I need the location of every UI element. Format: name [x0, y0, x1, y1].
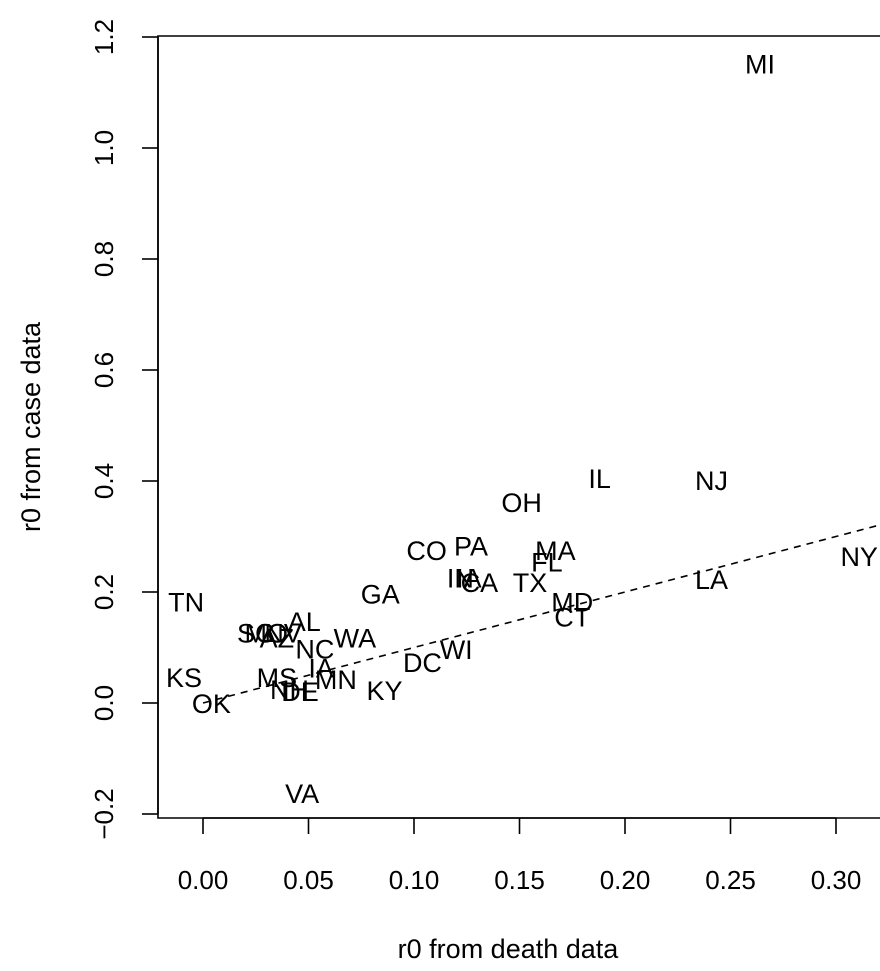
point-label-nh: NH — [270, 675, 309, 705]
y-tick-label: 0.8 — [89, 241, 119, 277]
point-label-la: LA — [695, 565, 728, 595]
point-label-fl: FL — [531, 547, 563, 577]
x-tick-label: 0.20 — [600, 865, 651, 895]
point-label-wa: WA — [334, 624, 377, 654]
x-tick-label: 0.25 — [705, 865, 756, 895]
y-tick-label: 0.4 — [89, 463, 119, 499]
y-tick-label: 1.0 — [89, 130, 119, 166]
y-tick-label: 0.6 — [89, 352, 119, 388]
point-label-co: CO — [406, 536, 447, 566]
plot-area — [157, 35, 880, 819]
y-tick-label: 0.2 — [89, 574, 119, 610]
point-label-md: MD — [551, 587, 593, 617]
point-label-oh: OH — [501, 488, 542, 518]
point-label-pa: PA — [454, 531, 488, 561]
point-label-mn: MN — [315, 665, 357, 695]
x-tick-label: 0.00 — [178, 865, 229, 895]
point-label-mi: MI — [745, 50, 775, 80]
point-label-ia: IA — [308, 653, 334, 683]
point-label-ny: NY — [840, 542, 878, 572]
point-label-il: IL — [588, 464, 611, 494]
point-label-ga: GA — [361, 580, 400, 610]
x-tick-label: 0.10 — [389, 865, 440, 895]
x-tick-label: 0.05 — [283, 865, 334, 895]
point-label-ok: OK — [192, 689, 231, 719]
point-label-ct: CT — [554, 602, 590, 632]
point-label-nv: NV — [264, 619, 302, 649]
y-axis-title: r0 from case data — [16, 321, 46, 532]
x-tick-label: 0.15 — [494, 865, 545, 895]
y-tick-label: −0.2 — [89, 788, 119, 839]
point-label-nc: NC — [295, 635, 334, 665]
point-label-nj: NJ — [695, 466, 728, 496]
point-label-mo: MO — [245, 619, 289, 649]
point-label-va: VA — [285, 779, 319, 809]
point-label-de: DE — [281, 677, 319, 707]
y-tick-label: 0.0 — [89, 685, 119, 721]
point-label-tn: TN — [168, 587, 204, 617]
point-label-az: AZ — [260, 624, 295, 654]
x-axis: 0.00 0.05 0.10 0.15 0.20 0.25 0.30 — [178, 817, 862, 895]
point-label-sc: SC — [237, 619, 275, 649]
y-tick-label: 1.2 — [89, 19, 119, 55]
point-label-in: IN — [447, 564, 474, 594]
point-label-dc: DC — [403, 648, 442, 678]
point-label-ia: IA — [456, 564, 482, 594]
point-label-al: AL — [288, 607, 321, 637]
point-label-ky: KY — [366, 676, 402, 706]
point-label-ks: KS — [166, 663, 202, 693]
x-tick-label: 0.30 — [811, 865, 862, 895]
x-axis-title: r0 from death data — [398, 934, 620, 964]
point-label-wi: WI — [440, 635, 473, 665]
point-label-tx: TX — [513, 568, 548, 598]
point-label-ca: CA — [461, 568, 499, 598]
plot-frame — [157, 35, 880, 819]
y-axis: −0.2 0.0 0.2 0.4 0.6 0.8 1.0 1.2 — [89, 19, 159, 840]
point-label-ms: MS — [257, 663, 298, 693]
point-label-ma: MA — [535, 536, 576, 566]
